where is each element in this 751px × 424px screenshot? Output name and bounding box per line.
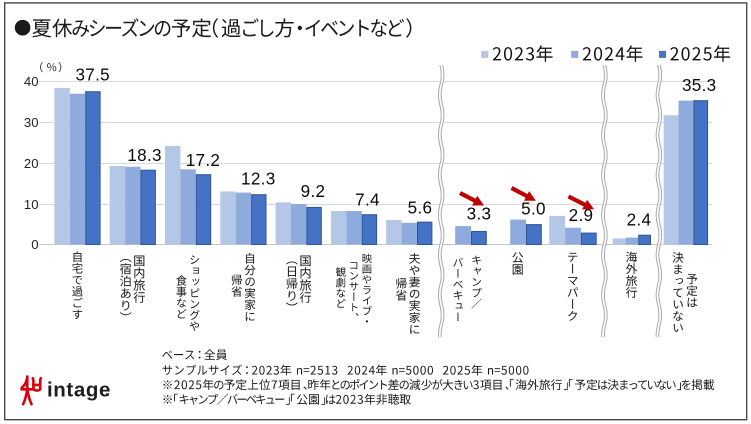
svg-text:40: 40 — [24, 74, 39, 89]
svg-text:30: 30 — [24, 115, 39, 130]
svg-text:3.3: 3.3 — [467, 205, 492, 224]
svg-text:10: 10 — [24, 197, 39, 212]
svg-text:9.2: 9.2 — [301, 182, 326, 201]
svg-text:18.3: 18.3 — [127, 146, 161, 165]
svg-text:7.4: 7.4 — [355, 191, 380, 210]
svg-text:5.6: 5.6 — [408, 198, 433, 217]
svg-text:35.3: 35.3 — [682, 76, 716, 95]
svg-text:0: 0 — [31, 237, 38, 252]
svg-text:37.5: 37.5 — [75, 66, 109, 85]
svg-text:2.4: 2.4 — [627, 211, 652, 230]
svg-text:intage: intage — [47, 379, 111, 402]
svg-text:12.3: 12.3 — [241, 169, 275, 188]
svg-text:20: 20 — [24, 156, 39, 171]
svg-text:5.0: 5.0 — [521, 199, 546, 218]
svg-text:2.9: 2.9 — [569, 206, 594, 225]
svg-text:17.2: 17.2 — [186, 151, 220, 170]
